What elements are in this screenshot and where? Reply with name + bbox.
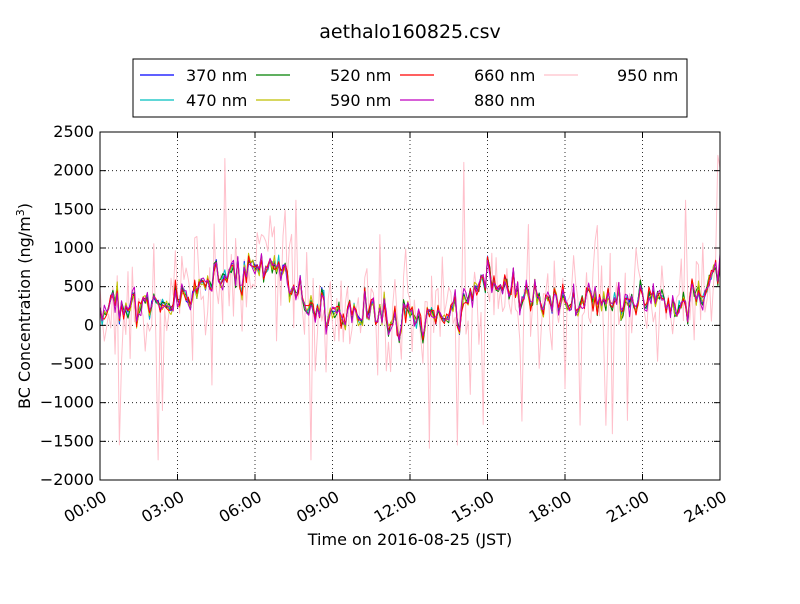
y-axis-label-main: BC Concentration (ng/m (15, 216, 34, 409)
chart-title: aethalo160825.csv (319, 21, 501, 43)
y-tick-label: 2500 (53, 122, 94, 141)
y-tick-label: −2000 (40, 470, 94, 489)
y-tick-label: 2000 (53, 161, 94, 180)
y-tick-label: −1500 (40, 431, 94, 450)
y-axis-label-close: ) (15, 203, 34, 209)
y-tick-label: 1000 (53, 238, 94, 257)
series-line-880-nm (100, 253, 720, 342)
y-tick-label: 0 (84, 315, 94, 334)
y-tick-label: 500 (63, 277, 94, 296)
legend-label: 520 nm (330, 66, 391, 85)
y-tick-label: −500 (50, 354, 94, 373)
series-line-950-nm (100, 154, 720, 461)
y-axis-label-superscript: 3 (14, 209, 27, 216)
legend-label: 470 nm (186, 91, 247, 110)
legend-label: 370 nm (186, 66, 247, 85)
x-axis-label: Time on 2016-08-25 (JST) (307, 530, 512, 549)
legend-label: 880 nm (474, 91, 535, 110)
y-tick-label: 1500 (53, 199, 94, 218)
legend-label: 660 nm (474, 66, 535, 85)
data-series (100, 154, 720, 461)
y-axis-label: BC Concentration (ng/m3) (14, 203, 34, 409)
y-tick-label: −1000 (40, 393, 94, 412)
legend-label: 590 nm (330, 91, 391, 110)
legend-label: 950 nm (617, 66, 678, 85)
legend: 370 nm 470 nm 520 nm 590 nm 660 nm 880 nm 950 … (132, 58, 688, 118)
legend-box (132, 58, 688, 118)
